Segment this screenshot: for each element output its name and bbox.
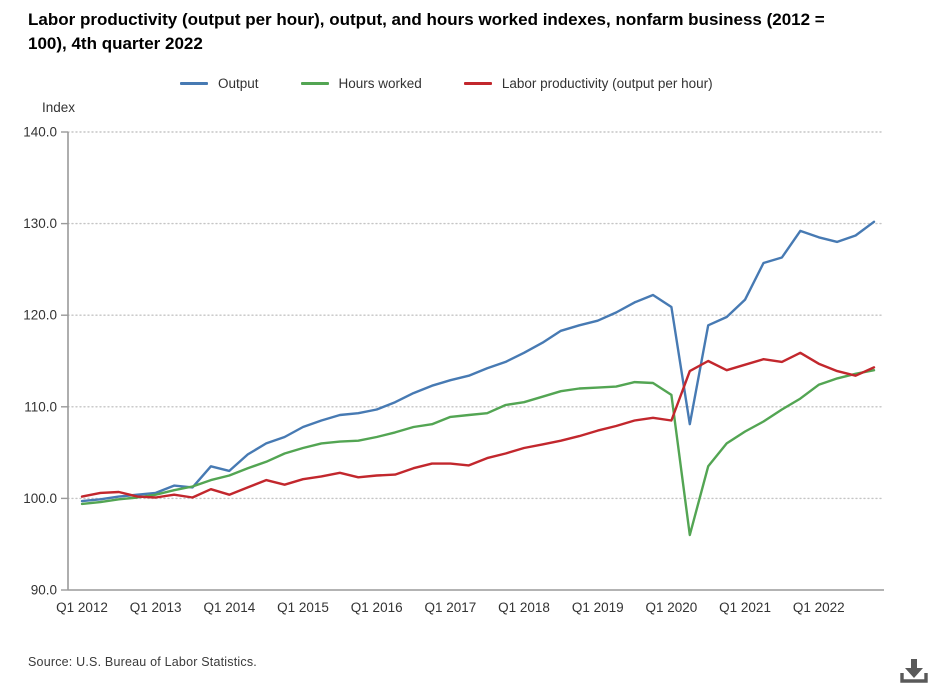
chart-title: Labor productivity (output per hour), ou… — [28, 10, 825, 53]
x-tick-label: Q1 2017 — [424, 600, 476, 615]
x-tick-label: Q1 2015 — [277, 600, 329, 615]
series-line-labor-productivity-output-per-hour — [80, 351, 876, 499]
legend-swatch-labor-productivity-output-per-hour — [463, 82, 492, 85]
x-tick-label: Q1 2016 — [351, 600, 403, 615]
series-line-hours-worked — [80, 369, 876, 537]
legend-item-labor-productivity-output-per-hour[interactable]: Labor productivity (output per hour) — [463, 76, 713, 91]
legend-swatch-output — [180, 82, 208, 85]
download-button[interactable] — [895, 652, 933, 690]
x-tick-label: Q1 2013 — [130, 600, 182, 615]
y-tick-label: 110.0 — [24, 399, 57, 414]
y-tick-label: 140.0 — [23, 125, 57, 140]
series-line-output — [80, 220, 876, 503]
y-axis-title: Index — [42, 100, 76, 115]
chart-legend: Output Hours worked Labor productivity (ou… — [180, 76, 713, 91]
legend-label: Output — [218, 76, 259, 91]
download-icon — [900, 659, 928, 683]
x-tick-label: Q1 2021 — [719, 600, 771, 615]
legend-item-hours-worked[interactable]: Hours worked — [300, 76, 422, 91]
y-tick-label: 130.0 — [23, 216, 57, 231]
x-tick-label: Q1 2022 — [793, 600, 845, 615]
legend-item-output[interactable]: Output — [180, 76, 259, 91]
y-tick-label: 100.0 — [23, 491, 57, 506]
x-tick-label: Q1 2012 — [56, 600, 108, 615]
legend-label: Labor productivity (output per hour) — [501, 76, 713, 91]
source-note: Source: U.S. Bureau of Labor Statistics. — [28, 655, 257, 669]
x-tick-label: Q1 2019 — [572, 600, 624, 615]
x-tick-label: Q1 2020 — [645, 600, 697, 615]
legend-label: Hours worked — [338, 76, 422, 91]
y-tick-label: 120.0 — [23, 308, 57, 323]
x-tick-label: Q1 2014 — [203, 600, 255, 615]
y-tick-label: 90.0 — [31, 583, 57, 598]
legend-swatch-hours-worked — [300, 82, 329, 85]
x-tick-label: Q1 2018 — [498, 600, 550, 615]
